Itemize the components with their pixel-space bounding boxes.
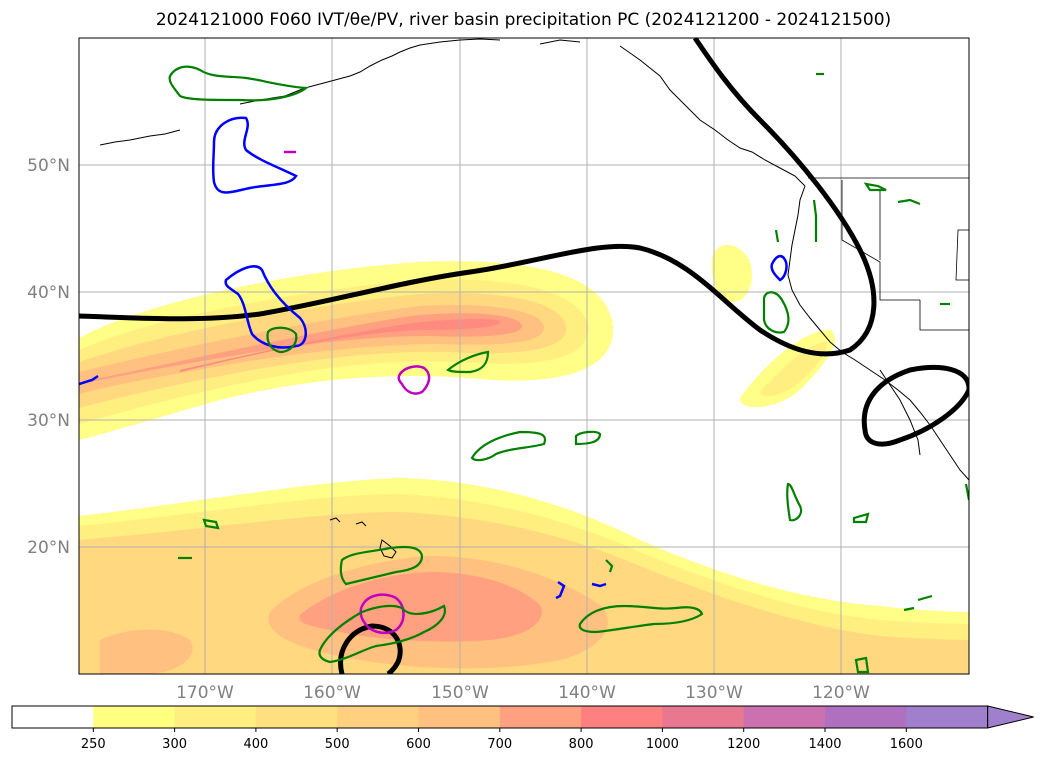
colorbar-segment [743, 706, 826, 728]
pv-magenta-contours [284, 150, 431, 634]
latitude-label: 40°N [27, 283, 70, 303]
colorbar-tick-label: 1600 [890, 737, 923, 752]
colorbar-segment [906, 706, 989, 728]
graticule [79, 38, 969, 674]
colorbar-tick-label: 600 [406, 737, 431, 752]
map-plot-area [79, 38, 969, 674]
colorbar: 250 300 400 500 600 700 800 1000 1200 1400 1600 [11, 705, 1034, 752]
colorbar-segment [499, 706, 582, 728]
colorbar-tick-label: 250 [81, 737, 106, 752]
colorbar-segment [825, 706, 907, 728]
latitude-label: 30°N [27, 411, 70, 431]
latitude-label: 20°N [27, 538, 70, 558]
colorbar-tick-label: 1200 [727, 737, 760, 752]
latitude-labels: 50°N 40°N 30°N 20°N [27, 156, 70, 558]
colorbar-tick-label: 300 [162, 737, 187, 752]
map-title: 2024121000 F060 IVT/θe/PV, river basin p… [155, 10, 892, 30]
theta-e-contours [79, 38, 969, 674]
colorbar-tick-label: 700 [487, 737, 512, 752]
colorbar-tick-label: 1400 [808, 737, 841, 752]
longitude-label: 170°W [176, 683, 234, 703]
colorbar-segment [418, 706, 501, 728]
colorbar-segment [581, 706, 663, 728]
colorbar-segment [255, 706, 338, 728]
longitude-label: 130°W [685, 683, 743, 703]
longitude-label: 120°W [812, 683, 870, 703]
colorbar-extend-arrow [987, 705, 1034, 729]
colorbar-segment [337, 706, 419, 728]
map-frame [78, 37, 970, 675]
longitude-label: 160°W [303, 683, 361, 703]
colorbar-tick-label: 400 [243, 737, 268, 752]
colorbar-segment [174, 706, 257, 728]
longitude-labels: 170°W 160°W 150°W 140°W 130°W 120°W [176, 683, 870, 703]
latitude-label: 50°N [27, 156, 70, 176]
colorbar-tick-label: 800 [569, 737, 594, 752]
ivt-shading-north [79, 244, 835, 440]
ivt-shading-south [79, 478, 969, 674]
colorbar-segment [93, 706, 176, 728]
colorbar-tick-label: 500 [325, 737, 350, 752]
colorbar-tick-label: 1000 [646, 737, 679, 752]
colorbar-segment [12, 706, 94, 728]
longitude-label: 140°W [558, 683, 616, 703]
precip-pc-contours [168, 65, 969, 674]
longitude-label: 150°W [431, 683, 489, 703]
pv-blue-contours [79, 116, 788, 600]
colorbar-segment [662, 706, 745, 728]
